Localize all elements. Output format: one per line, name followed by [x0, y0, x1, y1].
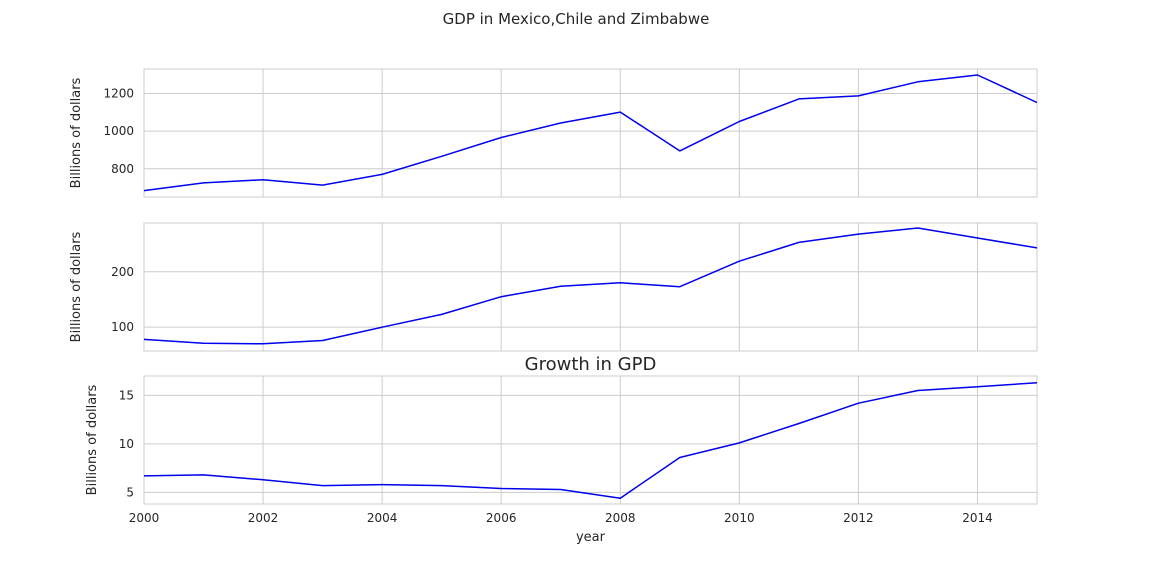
x-tick-label: 2004: [367, 511, 398, 525]
plot-frame: [143, 68, 1038, 198]
y-tick-label: 1200: [103, 86, 134, 100]
y-tick-label: 5: [126, 485, 134, 499]
x-tick-label: 2000: [129, 511, 160, 525]
y-tick-label: 15: [119, 388, 134, 402]
y-tick-label: 100: [111, 320, 134, 334]
y-tick-label: 800: [111, 162, 134, 176]
x-tick-label: 2008: [605, 511, 636, 525]
y-tick-label: 10: [119, 437, 134, 451]
chart-panels: 800 1000 1200 Billions of dollars 100 200 Bill…: [69, 68, 1038, 545]
plot-frame: [143, 222, 1038, 352]
y-axis-label: Billions of dollars: [69, 231, 84, 342]
x-tick-label: 2014: [962, 511, 993, 525]
x-tick-label: 2012: [843, 511, 874, 525]
x-axis-label: year: [576, 530, 606, 545]
plot-frame: [143, 375, 1038, 505]
y-axis-label: Billions of dollars: [85, 384, 100, 495]
panel-2: 100 200 Billions of dollars: [69, 222, 1038, 352]
x-tick-label: 2002: [248, 511, 279, 525]
series-line: [143, 227, 1038, 345]
y-axis-label: Billions of dollars: [69, 77, 84, 188]
panel-1: 800 1000 1200 Billions of dollars: [69, 68, 1038, 198]
x-tick-label: 2006: [486, 511, 517, 525]
series-line: [143, 74, 1038, 192]
x-tick-label: 2010: [724, 511, 755, 525]
figure-title: GDP in Mexico,Chile and Zimbabwe: [443, 10, 710, 28]
y-tick-label: 200: [111, 265, 134, 279]
y-tick-label: 1000: [103, 124, 134, 138]
series-line: [143, 382, 1038, 499]
panel-3: 5 10 15 Billions of dollars Growth in GPD 200…: [85, 354, 1038, 545]
panel-title: Growth in GPD: [525, 354, 657, 375]
